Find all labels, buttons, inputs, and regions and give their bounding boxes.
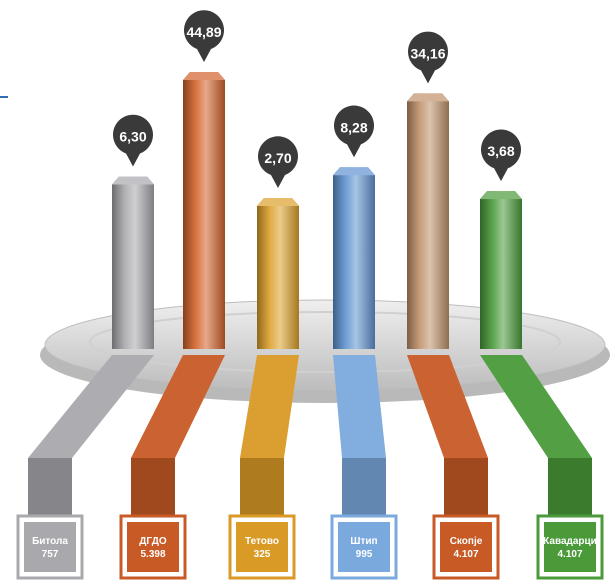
ribbon xyxy=(240,355,299,458)
category-label: Штип xyxy=(350,536,377,547)
category-box xyxy=(338,522,390,572)
bar xyxy=(257,198,299,349)
value-label: 3,68 xyxy=(487,143,514,159)
value-pin xyxy=(184,10,224,62)
ribbon xyxy=(28,355,154,458)
value-label: 6,30 xyxy=(119,128,146,144)
category-count: 995 xyxy=(356,549,373,560)
ribbon xyxy=(480,355,592,458)
bar-cap xyxy=(407,93,449,102)
bar xyxy=(333,167,375,349)
category-label: ДГДО xyxy=(139,536,167,547)
ribbons-group xyxy=(28,355,592,520)
value-pins-group: 6,30 44,89 2,70 8,28 34,16 3,68 xyxy=(112,10,521,189)
value-pin xyxy=(334,105,374,158)
bars-group xyxy=(112,72,522,349)
value-label: 44,89 xyxy=(186,24,221,40)
bar xyxy=(183,72,225,349)
ribbon-stem xyxy=(444,458,488,520)
bar-cap xyxy=(480,191,522,200)
category-label: Тетово xyxy=(245,536,279,547)
category-label: Скопје xyxy=(450,536,483,547)
value-pin xyxy=(480,129,521,182)
category-box xyxy=(24,522,76,572)
category-count: 4.107 xyxy=(557,549,582,560)
bar-cap xyxy=(112,176,154,185)
ribbon-stem xyxy=(342,458,386,520)
value-label: 2,70 xyxy=(264,150,291,166)
category-box xyxy=(236,522,288,572)
category-count: 757 xyxy=(42,549,59,560)
category-box xyxy=(544,522,596,572)
bar xyxy=(480,191,522,349)
value-label: 8,28 xyxy=(340,119,367,135)
category-boxes-group: Битола 757 ДГДО 5.398 Тетово 325 Штип 995 Скопје… xyxy=(16,514,604,580)
ribbon-stem xyxy=(28,458,72,520)
ribbon-stem xyxy=(131,458,175,520)
category-label: Кавадарци xyxy=(543,536,597,547)
category-count: 325 xyxy=(254,549,271,560)
ribbon-stem xyxy=(548,458,592,520)
ribbon-stem xyxy=(240,458,284,520)
value-pin xyxy=(258,136,298,189)
ribbon xyxy=(407,355,488,458)
category-label: Битола xyxy=(32,536,68,547)
category-count: 5.398 xyxy=(140,549,165,560)
category-count: 4.107 xyxy=(453,549,478,560)
bar-cap xyxy=(183,72,225,80)
category-box xyxy=(440,522,492,572)
bar xyxy=(112,176,154,349)
category-box xyxy=(127,522,179,572)
value-pin xyxy=(408,31,449,84)
ribbon xyxy=(333,355,386,458)
ribbon xyxy=(131,355,225,458)
bar xyxy=(407,93,449,349)
bar-cap xyxy=(257,198,299,207)
value-label: 34,16 xyxy=(410,45,445,61)
value-pin xyxy=(112,114,154,167)
bar-cap xyxy=(333,167,375,176)
